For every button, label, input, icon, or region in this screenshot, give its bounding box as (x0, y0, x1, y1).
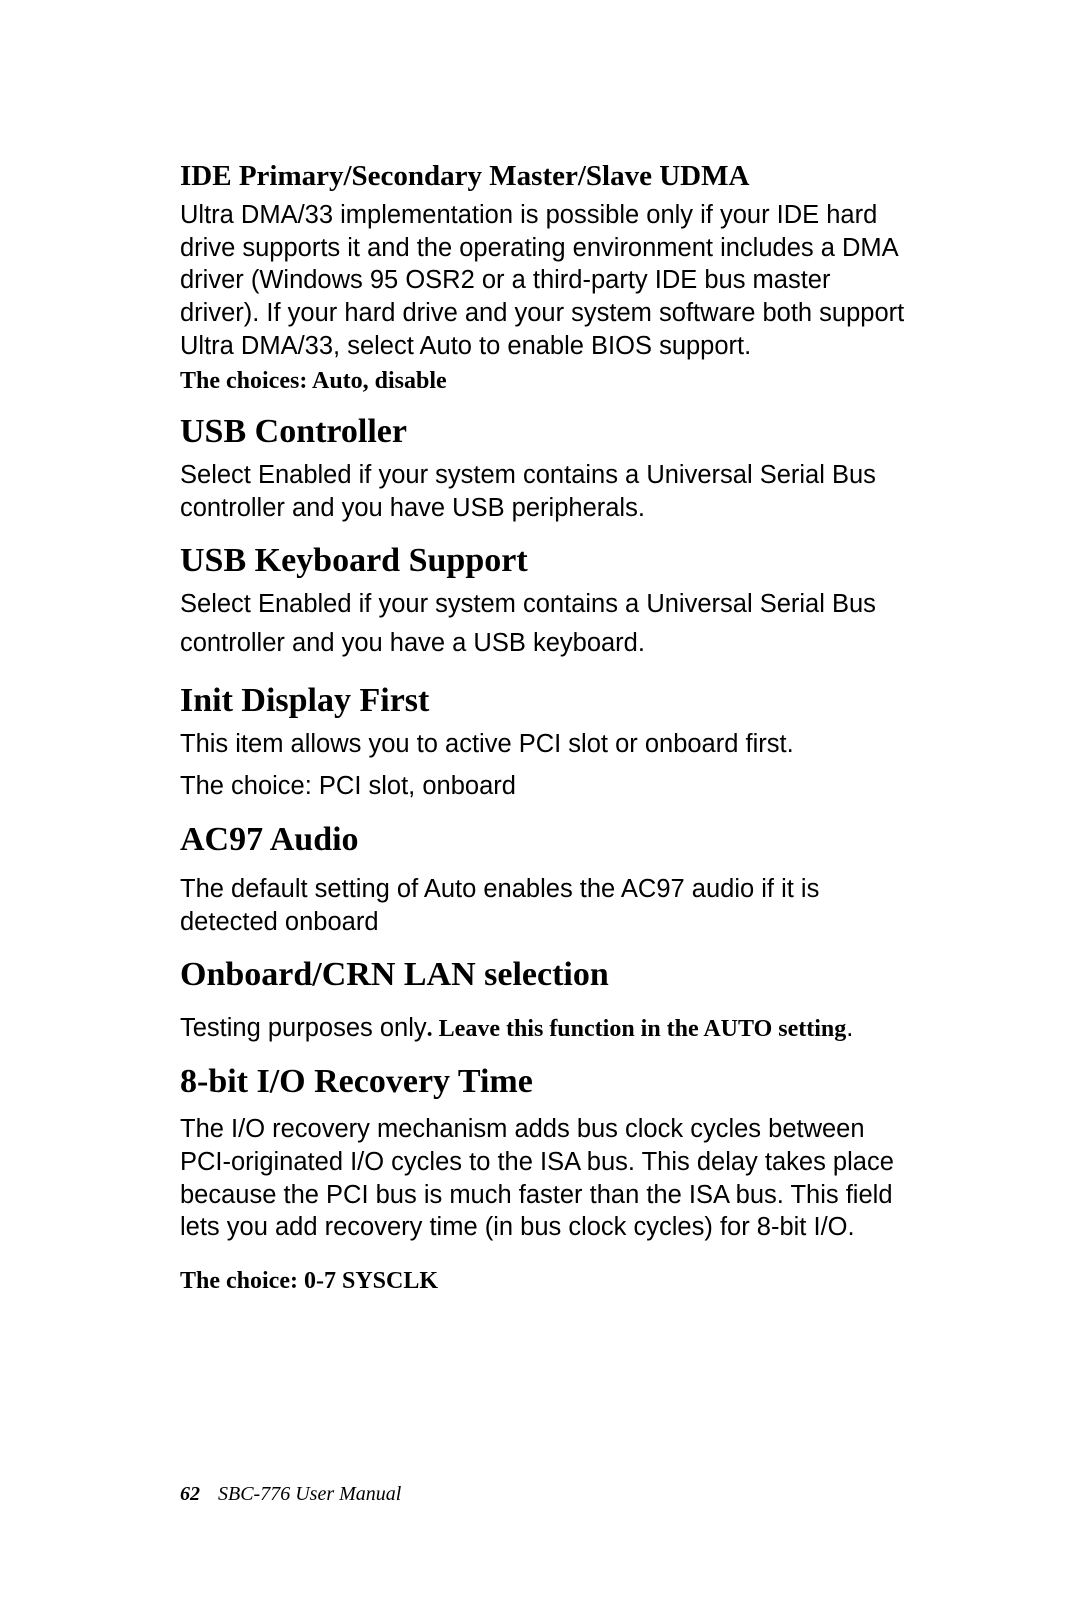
body-usb-keyboard-2: controller and you have a USB keyboard. (180, 627, 905, 660)
onboard-lan-dot: . (846, 1014, 853, 1042)
heading-ide-udma: IDE Primary/Secondary Master/Slave UDMA (180, 160, 905, 193)
heading-usb-keyboard: USB Keyboard Support (180, 542, 905, 580)
manual-title: SBC-776 User Manual (218, 1483, 401, 1505)
heading-onboard-lan: Onboard/CRN LAN selection (180, 956, 905, 994)
heading-init-display: Init Display First (180, 682, 905, 720)
choice-ide-udma: The choices: Auto, disable (180, 368, 905, 395)
section-8bit-recovery: 8-bit I/O Recovery Time The I/O recovery… (180, 1063, 905, 1295)
body-8bit-recovery: The I/O recovery mechanism adds bus cloc… (180, 1113, 905, 1244)
section-onboard-lan: Onboard/CRN LAN selection Testing purpos… (180, 956, 905, 1045)
section-init-display: Init Display First This item allows you … (180, 682, 905, 803)
onboard-lan-sans: Testing purposes only (180, 1014, 427, 1042)
heading-usb-controller: USB Controller (180, 413, 905, 451)
body-ide-udma: Ultra DMA/33 implementation is possible … (180, 199, 905, 362)
page-number: 62 (180, 1483, 200, 1505)
section-ide-udma: IDE Primary/Secondary Master/Slave UDMA … (180, 160, 905, 395)
section-usb-keyboard: USB Keyboard Support Select Enabled if y… (180, 542, 905, 659)
body-onboard-lan: Testing purposes only. Leave this functi… (180, 1012, 905, 1045)
body-ac97: The default setting of Auto enables the … (180, 873, 905, 938)
choice-8bit-recovery: The choice: 0-7 SYSCLK (180, 1268, 905, 1295)
heading-8bit-recovery: 8-bit I/O Recovery Time (180, 1063, 905, 1101)
body-usb-keyboard-1: Select Enabled if your system contains a… (180, 588, 905, 621)
body-init-display-1: This item allows you to active PCI slot … (180, 728, 905, 761)
section-ac97: AC97 Audio The default setting of Auto e… (180, 821, 905, 938)
heading-ac97: AC97 Audio (180, 821, 905, 859)
body-usb-controller: Select Enabled if your system contains a… (180, 459, 905, 524)
body-init-display-2: The choice: PCI slot, onboard (180, 770, 905, 803)
onboard-lan-serif: . Leave this function in the AUTO settin… (427, 1016, 847, 1042)
page-footer: 62 SBC-776 User Manual (180, 1483, 401, 1506)
section-usb-controller: USB Controller Select Enabled if your sy… (180, 413, 905, 524)
